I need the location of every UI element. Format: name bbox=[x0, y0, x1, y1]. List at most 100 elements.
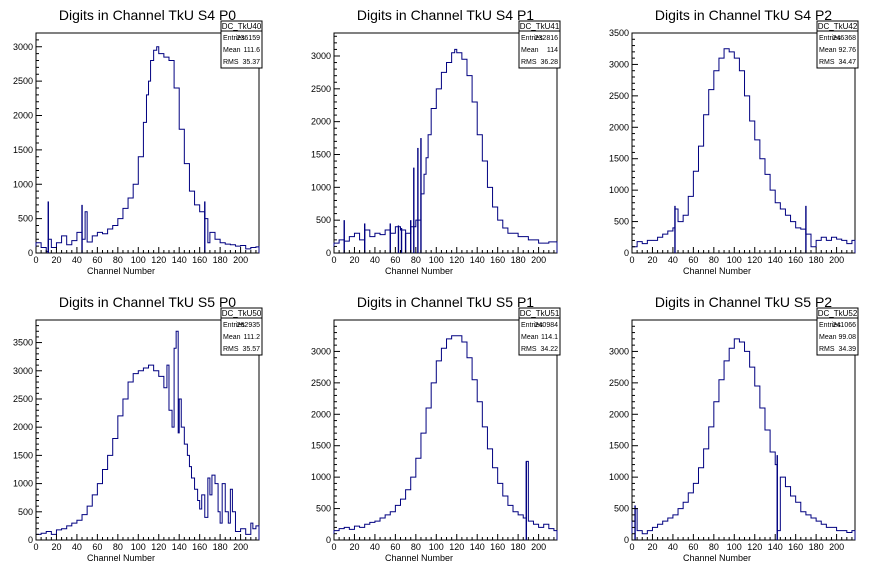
stats-value: 114.1 bbox=[541, 334, 558, 341]
stats-label: Mean bbox=[223, 334, 241, 341]
y-tick-label: 2000 bbox=[311, 117, 331, 127]
x-tick-label: 180 bbox=[213, 255, 228, 265]
stats-label: RMS bbox=[223, 59, 239, 66]
stats-label: RMS bbox=[521, 59, 537, 66]
stats-label: Mean bbox=[521, 334, 539, 341]
x-axis-label: Channel Number bbox=[87, 553, 155, 563]
x-tick-label: 0 bbox=[331, 255, 336, 265]
plot-frame bbox=[333, 319, 558, 541]
stats-label: Mean bbox=[819, 47, 837, 54]
stats-value: 240984 bbox=[535, 322, 558, 329]
x-tick-label: 100 bbox=[727, 255, 742, 265]
y-tick-label: 1000 bbox=[609, 472, 629, 482]
x-tick-label: 140 bbox=[768, 255, 783, 265]
x-tick-label: 200 bbox=[829, 542, 844, 552]
x-tick-label: 80 bbox=[113, 542, 123, 552]
x-tick-label: 200 bbox=[233, 542, 248, 552]
x-tick-label: 40 bbox=[668, 255, 678, 265]
x-tick-label: 0 bbox=[331, 542, 336, 552]
x-axis-label: Channel Number bbox=[385, 266, 453, 276]
stats-name: DC_TkU51 bbox=[520, 309, 560, 318]
x-tick-label: 180 bbox=[511, 542, 526, 552]
y-tick-label: 2000 bbox=[609, 122, 629, 132]
x-tick-label: 60 bbox=[92, 255, 102, 265]
x-tick-label: 200 bbox=[531, 255, 546, 265]
stats-name: DC_TkU50 bbox=[222, 309, 262, 318]
stats-label: RMS bbox=[223, 346, 239, 353]
x-tick-label: 160 bbox=[192, 255, 207, 265]
y-tick-label: 2500 bbox=[13, 394, 33, 404]
histogram-line bbox=[631, 48, 856, 253]
x-tick-label: 140 bbox=[768, 542, 783, 552]
chart-title: Digits in Channel TkU S4 P0 bbox=[59, 7, 236, 23]
x-axis-label: Channel Number bbox=[385, 553, 453, 563]
y-tick-label: 3500 bbox=[13, 338, 33, 348]
stats-label: RMS bbox=[819, 346, 835, 353]
x-tick-label: 40 bbox=[72, 255, 82, 265]
stats-value: 34.39 bbox=[838, 346, 856, 353]
stats-value: 236159 bbox=[237, 35, 260, 42]
x-tick-label: 40 bbox=[668, 542, 678, 552]
histogram-panel: Digits in Channel TkU S4 P0 0 20 40 60 80 100 1… bbox=[13, 7, 263, 276]
y-tick-label: 1500 bbox=[13, 145, 33, 155]
y-tick-label: 1500 bbox=[311, 441, 331, 451]
y-tick-label: 3000 bbox=[13, 42, 33, 52]
x-tick-label: 200 bbox=[829, 255, 844, 265]
plot-frame bbox=[35, 319, 260, 541]
x-tick-label: 100 bbox=[131, 255, 146, 265]
stats-box bbox=[220, 307, 263, 356]
stats-value: 35.57 bbox=[242, 346, 260, 353]
x-tick-label: 0 bbox=[629, 542, 634, 552]
histogram-line bbox=[333, 48, 558, 253]
histogram-panel: Digits in Channel TkU S5 P1 0 20 40 60 80 100 1… bbox=[311, 294, 561, 563]
stats-name: DC_TkU52 bbox=[818, 309, 858, 318]
y-tick-label: 500 bbox=[316, 504, 331, 514]
stats-value: 232816 bbox=[535, 35, 558, 42]
y-tick-label: 3000 bbox=[609, 346, 629, 356]
x-tick-label: 20 bbox=[349, 542, 359, 552]
y-tick-label: 2500 bbox=[311, 378, 331, 388]
x-tick-label: 20 bbox=[647, 255, 657, 265]
x-tick-label: 200 bbox=[531, 542, 546, 552]
y-tick-label: 2500 bbox=[609, 91, 629, 101]
stats-value: 241066 bbox=[833, 322, 856, 329]
stats-value: 111.6 bbox=[244, 47, 261, 54]
x-tick-label: 100 bbox=[131, 542, 146, 552]
stats-box bbox=[518, 307, 561, 356]
x-axis-label: Channel Number bbox=[683, 553, 751, 563]
stats-label: Mean bbox=[521, 47, 539, 54]
stats-value: 34.22 bbox=[540, 346, 558, 353]
y-tick-label: 1000 bbox=[311, 182, 331, 192]
chart-title: Digits in Channel TkU S4 P2 bbox=[655, 7, 832, 23]
x-tick-label: 40 bbox=[370, 542, 380, 552]
y-tick-label: 3000 bbox=[311, 346, 331, 356]
chart-title: Digits in Channel TkU S5 P1 bbox=[357, 294, 534, 310]
x-tick-label: 140 bbox=[470, 255, 485, 265]
y-tick-label: 500 bbox=[316, 215, 331, 225]
histogram-panel: Digits in Channel TkU S4 P2 0 20 40 60 80 100 1… bbox=[609, 7, 859, 276]
x-tick-label: 0 bbox=[629, 255, 634, 265]
y-tick-label: 2500 bbox=[609, 378, 629, 388]
stats-label: Entries bbox=[223, 322, 245, 329]
y-tick-label: 3000 bbox=[609, 59, 629, 69]
stats-value: 35.37 bbox=[242, 59, 260, 66]
stats-name: DC_TkU41 bbox=[520, 22, 560, 31]
y-tick-label: 500 bbox=[18, 214, 33, 224]
x-tick-label: 180 bbox=[809, 542, 824, 552]
plot-frame bbox=[631, 319, 856, 541]
x-tick-label: 120 bbox=[151, 542, 166, 552]
y-tick-label: 1500 bbox=[13, 450, 33, 460]
stats-box bbox=[220, 20, 263, 69]
y-tick-label: 2000 bbox=[311, 409, 331, 419]
stats-name: DC_TkU40 bbox=[222, 22, 262, 31]
y-tick-label: 1000 bbox=[311, 472, 331, 482]
stats-box bbox=[816, 20, 859, 69]
x-tick-label: 180 bbox=[213, 542, 228, 552]
chart-title: Digits in Channel TkU S5 P2 bbox=[655, 294, 832, 310]
x-tick-label: 60 bbox=[390, 542, 400, 552]
x-tick-label: 120 bbox=[449, 542, 464, 552]
stats-value: 246368 bbox=[833, 35, 856, 42]
x-tick-label: 180 bbox=[809, 255, 824, 265]
x-tick-label: 40 bbox=[370, 255, 380, 265]
